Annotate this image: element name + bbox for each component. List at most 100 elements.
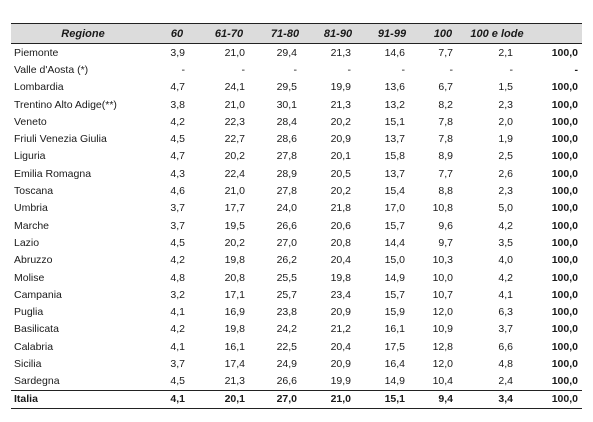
region-name: Basilicata bbox=[14, 323, 59, 336]
value-cell: 19,9 bbox=[330, 375, 351, 388]
value-cell: 14,4 bbox=[384, 236, 405, 249]
total-cell: 9,4 bbox=[419, 389, 467, 409]
row-total-cell: 100,0 bbox=[551, 133, 578, 146]
value-cell: 10,7 bbox=[432, 288, 453, 301]
table-row: Toscana 4,6 21,0 27,8 20,2 15,4 8,8 2,3 100,0 bbox=[11, 182, 582, 199]
value-cell: 17,7 bbox=[224, 202, 245, 215]
value-cell: 19,8 bbox=[224, 323, 245, 336]
value-cell: 2,5 bbox=[498, 150, 513, 163]
header-row: Regione 60 61-70 71-80 81-90 91-99 100 1… bbox=[11, 23, 582, 44]
row-total-cell: 100,0 bbox=[551, 288, 578, 301]
grades-table-container: Regione 60 61-70 71-80 81-90 91-99 100 1… bbox=[11, 23, 582, 409]
table-row: Veneto 4,2 22,3 28,4 20,2 15,1 7,8 2,0 100,0 bbox=[11, 113, 582, 130]
value-cell: 14,6 bbox=[384, 46, 405, 59]
value-cell: 27,8 bbox=[276, 150, 297, 163]
table-row: Lombardia 4,7 24,1 29,5 19,9 13,6 6,7 1,5 100,0 bbox=[11, 79, 582, 96]
row-total-cell: 100,0 bbox=[551, 323, 578, 336]
value-cell: 6,6 bbox=[498, 340, 513, 353]
value-cell: 7,7 bbox=[438, 167, 453, 180]
value-cell: 24,1 bbox=[224, 81, 245, 94]
value-cell: 4,2 bbox=[498, 219, 513, 232]
value-cell: 22,5 bbox=[276, 340, 297, 353]
value-cell: 16,1 bbox=[384, 323, 405, 336]
row-total-cell: 100,0 bbox=[551, 375, 578, 388]
value-cell: 21,8 bbox=[330, 202, 351, 215]
total-cell-sum: 100,0 bbox=[527, 389, 582, 409]
value-cell: 8,8 bbox=[438, 185, 453, 198]
value-cell: 27,0 bbox=[276, 236, 297, 249]
value-cell: 4,7 bbox=[170, 150, 185, 163]
region-name: Toscana bbox=[14, 185, 54, 198]
value-cell: 4,1 bbox=[170, 340, 185, 353]
value-cell: 20,9 bbox=[330, 306, 351, 319]
value-cell: 4,8 bbox=[170, 271, 185, 284]
total-row: Italia 4,1 20,1 27,0 21,0 15,1 9,4 3,4 1… bbox=[11, 389, 582, 409]
region-name: Lombardia bbox=[14, 81, 64, 94]
value-cell: 4,8 bbox=[498, 357, 513, 370]
value-cell: 19,8 bbox=[330, 271, 351, 284]
value-cell: 21,2 bbox=[330, 323, 351, 336]
row-total-cell: - bbox=[574, 63, 579, 76]
value-cell: 20,2 bbox=[330, 185, 351, 198]
table-row: Puglia 4,1 16,9 23,8 20,9 15,9 12,0 6,3 100,0 bbox=[11, 303, 582, 320]
total-cell: 4,1 bbox=[155, 389, 199, 409]
value-cell: 20,9 bbox=[330, 357, 351, 370]
row-total-cell: 100,0 bbox=[551, 219, 578, 232]
row-total-cell: 100,0 bbox=[551, 98, 578, 111]
value-cell: - bbox=[401, 63, 406, 76]
header-100-e-lode: 100 e lode bbox=[467, 23, 527, 44]
table-row: Calabria 4,1 16,1 22,5 20,4 17,5 12,8 6,6 100,0 bbox=[11, 338, 582, 355]
row-total-cell: 100,0 bbox=[551, 340, 578, 353]
table-row: Lazio 4,5 20,2 27,0 20,8 14,4 9,7 3,5 100,0 bbox=[11, 234, 582, 251]
value-cell: 15,7 bbox=[384, 288, 405, 301]
value-cell: 4,7 bbox=[170, 81, 185, 94]
value-cell: 15,9 bbox=[384, 306, 405, 319]
value-cell: 15,8 bbox=[384, 150, 405, 163]
region-name: Puglia bbox=[14, 306, 44, 319]
value-cell: 10,0 bbox=[432, 271, 453, 284]
region-name: Sicilia bbox=[14, 357, 42, 370]
value-cell: 13,2 bbox=[384, 98, 405, 111]
value-cell: 4,1 bbox=[170, 306, 185, 319]
value-cell: 15,7 bbox=[384, 219, 405, 232]
value-cell: 3,9 bbox=[170, 46, 185, 59]
row-total-cell: 100,0 bbox=[551, 254, 578, 267]
total-cell: 15,1 bbox=[365, 389, 419, 409]
total-cell: 20,1 bbox=[199, 389, 259, 409]
value-cell: 20,8 bbox=[330, 236, 351, 249]
region-name: Piemonte bbox=[14, 46, 59, 59]
region-name: Abruzzo bbox=[14, 254, 53, 267]
value-cell: 12,0 bbox=[432, 357, 453, 370]
value-cell: 2,1 bbox=[498, 46, 513, 59]
table-row: Piemonte 3,9 21,0 29,4 21,3 14,6 7,7 2,1 100,0 bbox=[11, 44, 582, 62]
total-cell: 21,0 bbox=[311, 389, 365, 409]
value-cell: 13,6 bbox=[384, 81, 405, 94]
value-cell: 4,6 bbox=[170, 185, 185, 198]
row-total-cell: 100,0 bbox=[551, 81, 578, 94]
value-cell: - bbox=[347, 63, 352, 76]
value-cell: 10,9 bbox=[432, 323, 453, 336]
value-cell: 7,8 bbox=[438, 115, 453, 128]
value-cell: 19,9 bbox=[330, 81, 351, 94]
value-cell: - bbox=[181, 63, 186, 76]
value-cell: 4,0 bbox=[498, 254, 513, 267]
value-cell: 3,7 bbox=[170, 219, 185, 232]
value-cell: 4,2 bbox=[170, 323, 185, 336]
value-cell: 1,9 bbox=[498, 133, 513, 146]
value-cell: - bbox=[293, 63, 298, 76]
value-cell: 4,5 bbox=[170, 236, 185, 249]
table-row: Umbria 3,7 17,7 24,0 21,8 17,0 10,8 5,0 100,0 bbox=[11, 200, 582, 217]
total-cell: 3,4 bbox=[467, 389, 527, 409]
value-cell: 19,5 bbox=[224, 219, 245, 232]
region-name: Valle d'Aosta (*) bbox=[14, 63, 89, 76]
value-cell: 15,1 bbox=[384, 115, 405, 128]
header-100: 100 bbox=[419, 23, 467, 44]
value-cell: 3,7 bbox=[170, 357, 185, 370]
value-cell: 10,3 bbox=[432, 254, 453, 267]
value-cell: 8,2 bbox=[438, 98, 453, 111]
row-total-cell: 100,0 bbox=[551, 115, 578, 128]
value-cell: 2,3 bbox=[498, 185, 513, 198]
table-row: Friuli Venezia Giulia 4,5 22,7 28,6 20,9 13,7… bbox=[11, 130, 582, 147]
value-cell: 21,0 bbox=[224, 185, 245, 198]
value-cell: 26,2 bbox=[276, 254, 297, 267]
